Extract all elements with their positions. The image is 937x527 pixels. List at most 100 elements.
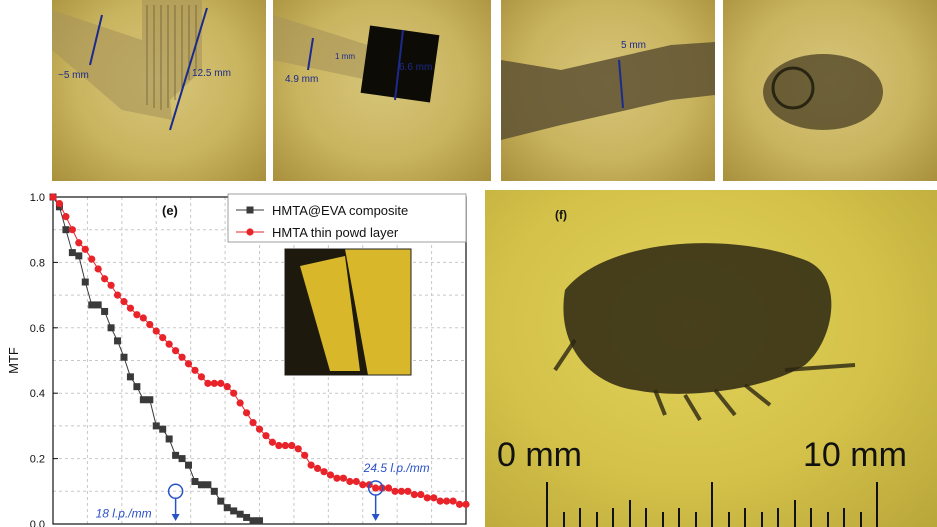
legend-marker-square: [246, 206, 254, 214]
data-point-powder: [255, 425, 264, 433]
data-point-powder: [62, 213, 70, 221]
data-point-composite: [107, 324, 115, 332]
data-point-composite: [172, 451, 180, 459]
ruler-label-ten: 10 mm: [803, 436, 907, 474]
data-point-powder: [223, 383, 231, 391]
data-point-composite: [185, 461, 193, 469]
data-point-powder: [313, 464, 322, 473]
data-point-composite: [230, 507, 238, 515]
data-point-powder: [346, 477, 354, 486]
xray-image-sensor: [501, 42, 715, 140]
data-point-powder: [113, 291, 122, 299]
data-point-powder: [217, 379, 225, 387]
data-point-powder: [372, 484, 380, 492]
data-point-powder: [423, 494, 431, 502]
dim-label-width: 5 mm: [621, 40, 646, 51]
sensor-drawing: [52, 0, 208, 131]
data-point-powder: [359, 481, 367, 489]
data-point-powder: [294, 445, 302, 453]
data-point-powder: [204, 379, 212, 387]
annotation-label: 18 l.p./mm: [96, 506, 152, 520]
data-point-composite: [114, 337, 122, 345]
data-point-powder: [275, 441, 283, 450]
data-point-powder: [88, 255, 96, 263]
data-point-powder: [449, 497, 457, 505]
data-point-powder: [410, 490, 418, 499]
data-point-composite: [133, 383, 141, 391]
dim-label-width: 4.9 mm: [285, 74, 319, 85]
data-point-composite: [126, 373, 134, 381]
data-point-composite: [249, 517, 257, 525]
data-point-powder: [307, 461, 315, 469]
data-point-powder: [107, 281, 115, 289]
y-tick-label: 1.0: [30, 192, 45, 204]
data-point-composite: [217, 497, 225, 505]
panel-f-image: (f) 0 mm 10 mm: [485, 190, 937, 527]
data-point-powder: [159, 334, 167, 342]
panel-a-image: ~5 mm 12.5 mm: [52, 0, 266, 181]
data-point-powder: [462, 500, 470, 508]
data-point-composite: [236, 510, 244, 518]
data-point-powder: [55, 199, 64, 208]
legend-marker-circle: [246, 228, 254, 236]
data-point-powder: [301, 451, 309, 459]
data-point-powder: [81, 245, 89, 253]
annotation-arrowhead: [371, 514, 380, 521]
data-point-composite: [197, 481, 205, 489]
data-point-powder: [191, 366, 199, 374]
data-point-powder: [397, 487, 406, 495]
data-point-powder: [146, 320, 154, 329]
data-point-powder: [455, 500, 464, 508]
panel-b-image: 4.9 mm 1 mm 6.6 mm: [273, 0, 491, 181]
legend-label: HMTA thin powd layer: [272, 225, 399, 240]
y-axis-label: MTF: [6, 347, 21, 374]
data-point-composite: [152, 422, 160, 430]
xray-image-specimen: [763, 54, 883, 130]
data-point-powder: [197, 373, 206, 381]
data-point-composite: [210, 487, 218, 495]
data-point-composite: [101, 307, 109, 315]
data-point-powder: [262, 432, 270, 440]
data-point-composite: [75, 252, 83, 260]
data-point-powder: [94, 265, 102, 273]
data-point-composite: [88, 301, 96, 309]
data-point-composite: [94, 301, 102, 309]
data-point-powder: [165, 340, 173, 348]
data-point-powder: [288, 441, 296, 450]
panel-d-image: [723, 0, 937, 181]
annotation-label: 24.5 l.p./mm: [363, 461, 430, 475]
data-point-powder: [281, 441, 289, 450]
mtf-chart: 0.0 0.2 0.4 0.6 0.8 1.0 MTF (e) HMTA@EVA composi…: [6, 192, 470, 527]
y-tick-label: 0.2: [30, 454, 45, 466]
data-point-composite: [120, 353, 128, 361]
data-point-powder: [249, 419, 257, 427]
data-point-composite: [204, 481, 212, 489]
data-point-powder: [184, 360, 193, 368]
data-point-powder: [172, 347, 180, 355]
data-point-powder: [320, 468, 328, 476]
panel-letter-e: (e): [162, 203, 178, 218]
sensor-with-scintillator-drawing: [273, 15, 440, 103]
y-tick-label: 0.8: [30, 257, 45, 269]
data-point-powder: [242, 409, 251, 417]
data-point-composite: [223, 504, 231, 512]
data-point-powder: [49, 193, 57, 201]
data-point-composite: [139, 396, 147, 404]
dim-label-scintillator: 6.6 mm: [399, 62, 433, 73]
data-point-powder: [139, 314, 147, 322]
data-point-powder: [101, 275, 109, 283]
data-point-powder: [384, 484, 393, 492]
dim-label-width: ~5 mm: [58, 70, 89, 81]
y-tick-label: 0.6: [30, 323, 45, 335]
inset-edge-light: [300, 256, 360, 371]
data-point-powder: [436, 497, 444, 505]
dim-label-small: 1 mm: [335, 52, 355, 61]
amphipod-drawing: [546, 243, 878, 527]
data-point-composite: [62, 226, 70, 234]
dim-label-length: 12.5 mm: [192, 68, 231, 79]
data-point-composite: [256, 517, 263, 525]
y-tick-label: 0.4: [30, 388, 45, 400]
data-point-powder: [333, 474, 341, 482]
data-point-powder: [352, 477, 360, 486]
data-point-powder: [404, 487, 412, 495]
